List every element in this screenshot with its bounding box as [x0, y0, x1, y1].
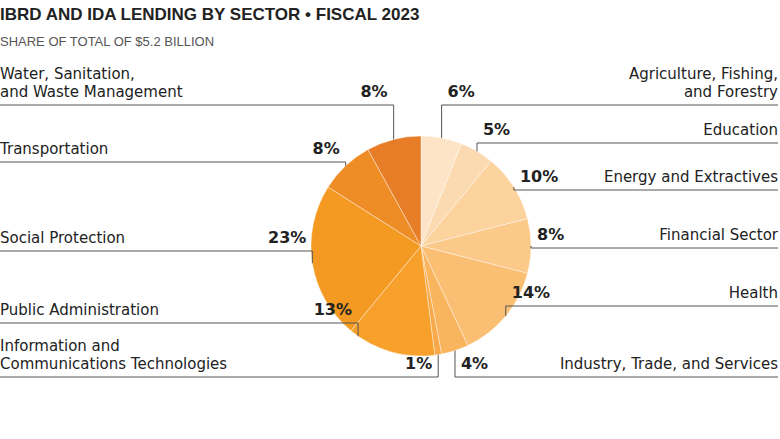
- data-label: 13%: [314, 300, 352, 319]
- labels: 6% Agriculture, Fishing,and Forestry 5% Edu…: [0, 65, 779, 377]
- category-label: Education: [703, 121, 778, 139]
- data-label: 10%: [520, 167, 558, 186]
- data-label: 6%: [448, 82, 475, 101]
- category-label-line: and Waste Management: [0, 83, 183, 101]
- category-label-line: Education: [703, 121, 778, 139]
- category-label-line: Industry, Trade, and Services: [560, 355, 778, 373]
- category-label: Industry, Trade, and Services: [560, 355, 778, 373]
- leader-line: [477, 143, 778, 151]
- data-label: 8%: [313, 139, 340, 158]
- leader-line: [514, 187, 778, 190]
- category-label: Energy and Extractives: [604, 168, 778, 186]
- data-label: 23%: [268, 228, 306, 247]
- subtitle: SHARE OF TOTAL OF $5.2 BILLION: [0, 34, 214, 49]
- category-label-line: Information and: [0, 337, 120, 355]
- category-label: Agriculture, Fishing,and Forestry: [629, 65, 778, 101]
- data-label: 8%: [537, 225, 564, 244]
- leader-line: [0, 323, 358, 336]
- category-label-line: Financial Sector: [659, 226, 779, 244]
- category-label-line: Agriculture, Fishing,: [629, 65, 778, 83]
- leader-line: [531, 246, 778, 248]
- chart: IBRD AND IDA LENDING BY SECTOR • FISCAL …: [0, 0, 780, 439]
- pie-slice: [368, 136, 421, 246]
- leader-line: [506, 306, 778, 316]
- category-label: Transportation: [0, 140, 108, 158]
- category-label-line: Energy and Extractives: [604, 168, 778, 186]
- category-label-line: Health: [729, 284, 778, 302]
- category-label: Public Administration: [0, 301, 159, 319]
- category-label: Information andCommunications Technologi…: [0, 337, 227, 373]
- category-label-line: Water, Sanitation,: [0, 65, 135, 83]
- leader-line: [0, 162, 346, 166]
- leader-line: [0, 355, 438, 377]
- title: IBRD AND IDA LENDING BY SECTOR • FISCAL …: [0, 5, 419, 24]
- data-label: 5%: [483, 120, 510, 139]
- data-label: 14%: [512, 283, 550, 302]
- category-label-line: Social Protection: [0, 229, 125, 247]
- category-label-line: Transportation: [0, 140, 108, 158]
- data-label: 1%: [405, 354, 432, 373]
- category-label: Water, Sanitation,and Waste Management: [0, 65, 183, 101]
- category-label-line: Public Administration: [0, 301, 159, 319]
- data-label: 8%: [360, 82, 387, 101]
- leader-line: [0, 105, 394, 139]
- leader-line: [0, 251, 312, 263]
- category-label: Social Protection: [0, 229, 125, 247]
- category-label-line: Communications Technologies: [0, 355, 227, 373]
- leader-line: [455, 351, 778, 377]
- category-label-line: and Forestry: [684, 83, 778, 101]
- category-label: Financial Sector: [659, 226, 779, 244]
- category-label: Health: [729, 284, 778, 302]
- data-label: 4%: [461, 354, 488, 373]
